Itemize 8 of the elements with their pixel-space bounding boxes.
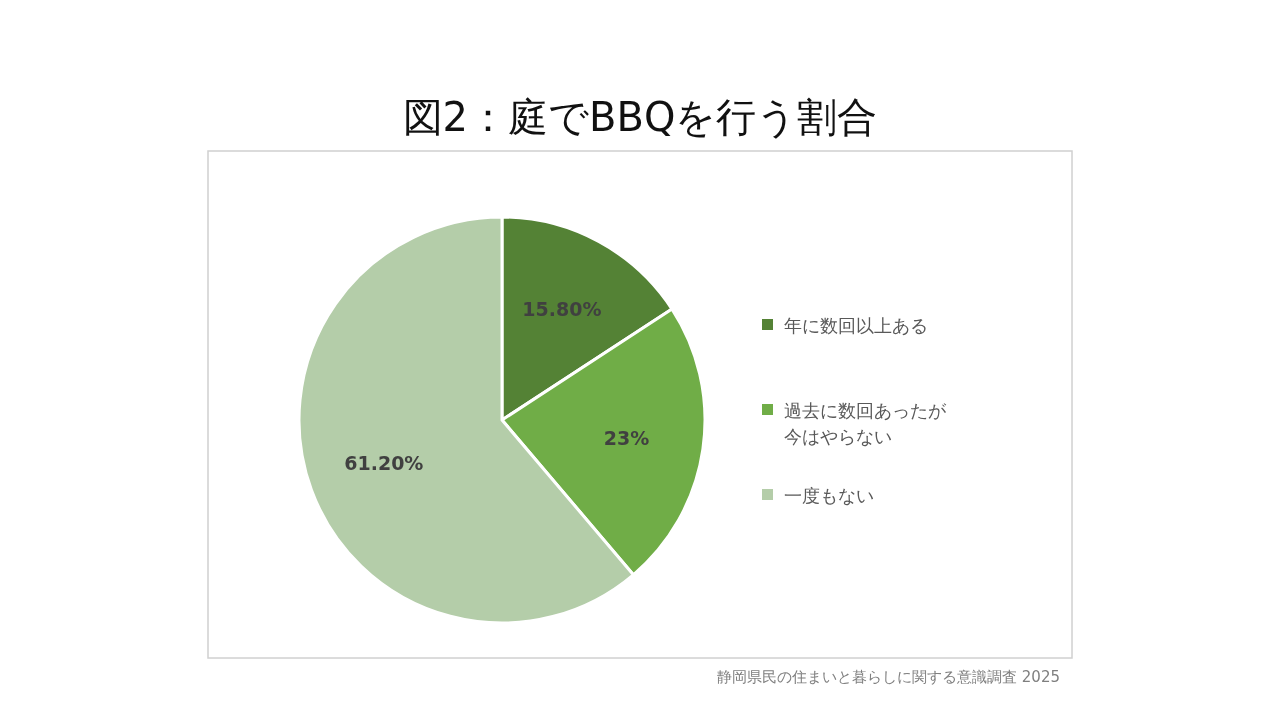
chart-title: 図2：庭でBBQを行う割合 (402, 94, 878, 140)
legend-label: 過去に数回あったが今はやらない (784, 400, 947, 447)
data-label: 23% (603, 427, 650, 450)
text: 静岡県民の住まいと暮らしに関する意識調査 2025 (717, 668, 1060, 686)
legend-label: 一度もない (784, 485, 874, 506)
data-label: 15.80% (522, 298, 602, 321)
legend-label: 年に数回以上ある (784, 315, 928, 336)
data-label: 61.20% (344, 452, 424, 475)
